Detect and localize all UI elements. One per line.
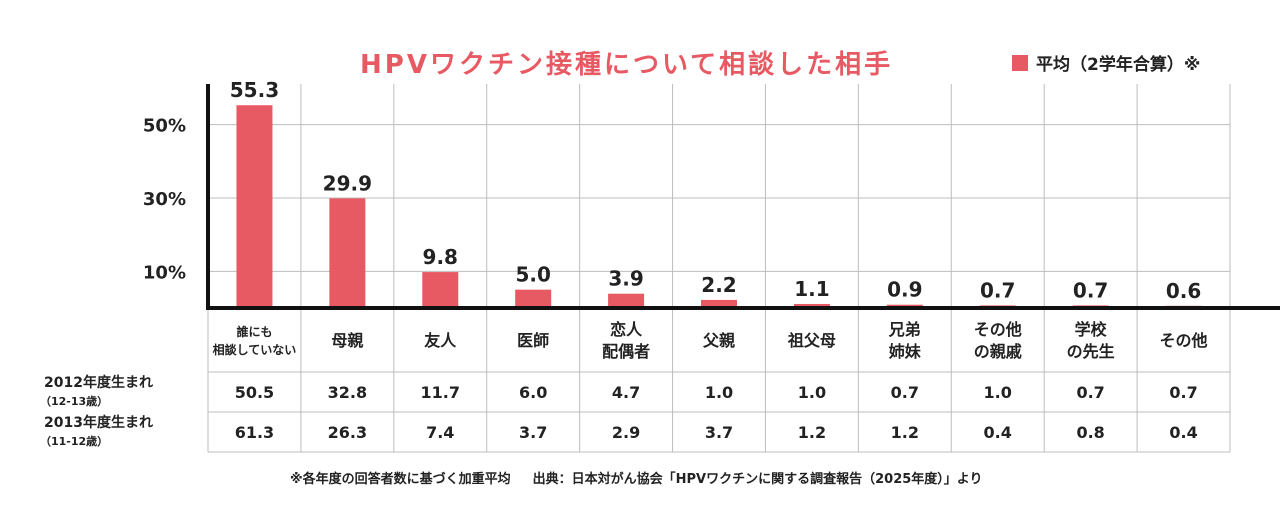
legend-swatch: [1012, 54, 1028, 71]
table-cell: 6.0: [519, 383, 547, 402]
bar-value-label: 0.9: [887, 278, 922, 302]
table-cell: 0.7: [891, 383, 919, 402]
bar: [608, 293, 645, 308]
bar: [701, 299, 737, 308]
bar-value-label: 55.3: [230, 78, 279, 102]
category-label: その他: [1160, 331, 1208, 350]
table-cell: 7.4: [426, 423, 454, 442]
footnote-note: ※各年度の回答者数に基づく加重平均: [290, 472, 511, 487]
bar-value-label: 2.2: [701, 273, 736, 297]
table-cell: 50.5: [235, 383, 274, 402]
table-cell: 26.3: [328, 423, 367, 442]
y-tick-label: 10%: [143, 262, 186, 283]
bar-value-label: 9.8: [423, 245, 458, 269]
footnote: ※各年度の回答者数に基づく加重平均 出典：日本対がん協会「HPVワクチンに関する調…: [290, 468, 983, 487]
table-cell: 32.8: [328, 383, 367, 402]
bar-value-label: 3.9: [608, 267, 643, 291]
table-cell: 1.2: [891, 423, 919, 442]
table-cell: 2.9: [612, 423, 640, 442]
table-row-sublabel: （11-12歳）: [40, 434, 108, 448]
table-cell: 0.8: [1076, 423, 1104, 442]
footnote-source: 出典：日本対がん協会「HPVワクチンに関する調査報告（2025年度）」より: [532, 472, 983, 487]
table-cell: 4.7: [612, 383, 640, 402]
bar: [515, 289, 552, 308]
table-cell: 0.7: [1169, 383, 1197, 402]
category-label: その他: [974, 320, 1022, 339]
chart-title: HPVワクチン接種について相談した相手: [360, 50, 894, 80]
table-cell: 61.3: [235, 423, 274, 442]
category-label: の先生: [1067, 342, 1115, 361]
bar-value-label: 1.1: [794, 277, 829, 301]
bar: [329, 198, 366, 308]
category-label: 父親: [702, 331, 735, 350]
table-cell: 0.4: [984, 423, 1012, 442]
table-cell: 3.7: [519, 423, 547, 442]
category-label: 医師: [517, 331, 549, 350]
category-label: 友人: [424, 331, 457, 350]
category-label: 兄弟: [888, 320, 921, 339]
table-cell: 1.0: [798, 383, 826, 402]
bar: [793, 303, 830, 308]
bar-value-label: 29.9: [323, 171, 372, 195]
table-cell: 0.4: [1169, 423, 1197, 442]
table-cell: 1.0: [705, 383, 733, 402]
y-tick-label: 50%: [143, 116, 186, 137]
category-label: 姉妹: [889, 342, 922, 361]
category-label: 母親: [331, 331, 363, 350]
y-tick-label: 30%: [143, 189, 186, 210]
table-row-sublabel: （12-13歳）: [40, 394, 108, 408]
category-label: 誰にも: [236, 324, 272, 339]
table-cell: 1.2: [798, 423, 826, 442]
table-cell: 1.0: [984, 383, 1012, 402]
category-label: 相談していない: [213, 342, 297, 357]
category-label: 配偶者: [602, 342, 650, 361]
bar: [422, 272, 459, 308]
category-label: 学校: [1075, 320, 1108, 339]
bar-value-label: 0.7: [1073, 278, 1108, 302]
bar-value-label: 5.0: [515, 263, 550, 287]
category-label: 恋人: [610, 320, 643, 339]
bar-value-label: 0.7: [980, 278, 1015, 302]
table-row-label: 2012年度生まれ: [44, 374, 153, 391]
table-cell: 0.7: [1076, 383, 1104, 402]
category-label: 祖父母: [787, 331, 836, 350]
legend-label: 平均（2学年合算）※: [1036, 55, 1201, 75]
bar-value-label: 0.6: [1166, 279, 1201, 303]
category-label: の親戚: [974, 342, 1022, 361]
bar: [236, 105, 273, 308]
table-cell: 11.7: [421, 383, 460, 402]
table-cell: 3.7: [705, 423, 733, 442]
legend: 平均（2学年合算）※: [1012, 50, 1200, 75]
table-row-label: 2013年度生まれ: [44, 414, 153, 431]
